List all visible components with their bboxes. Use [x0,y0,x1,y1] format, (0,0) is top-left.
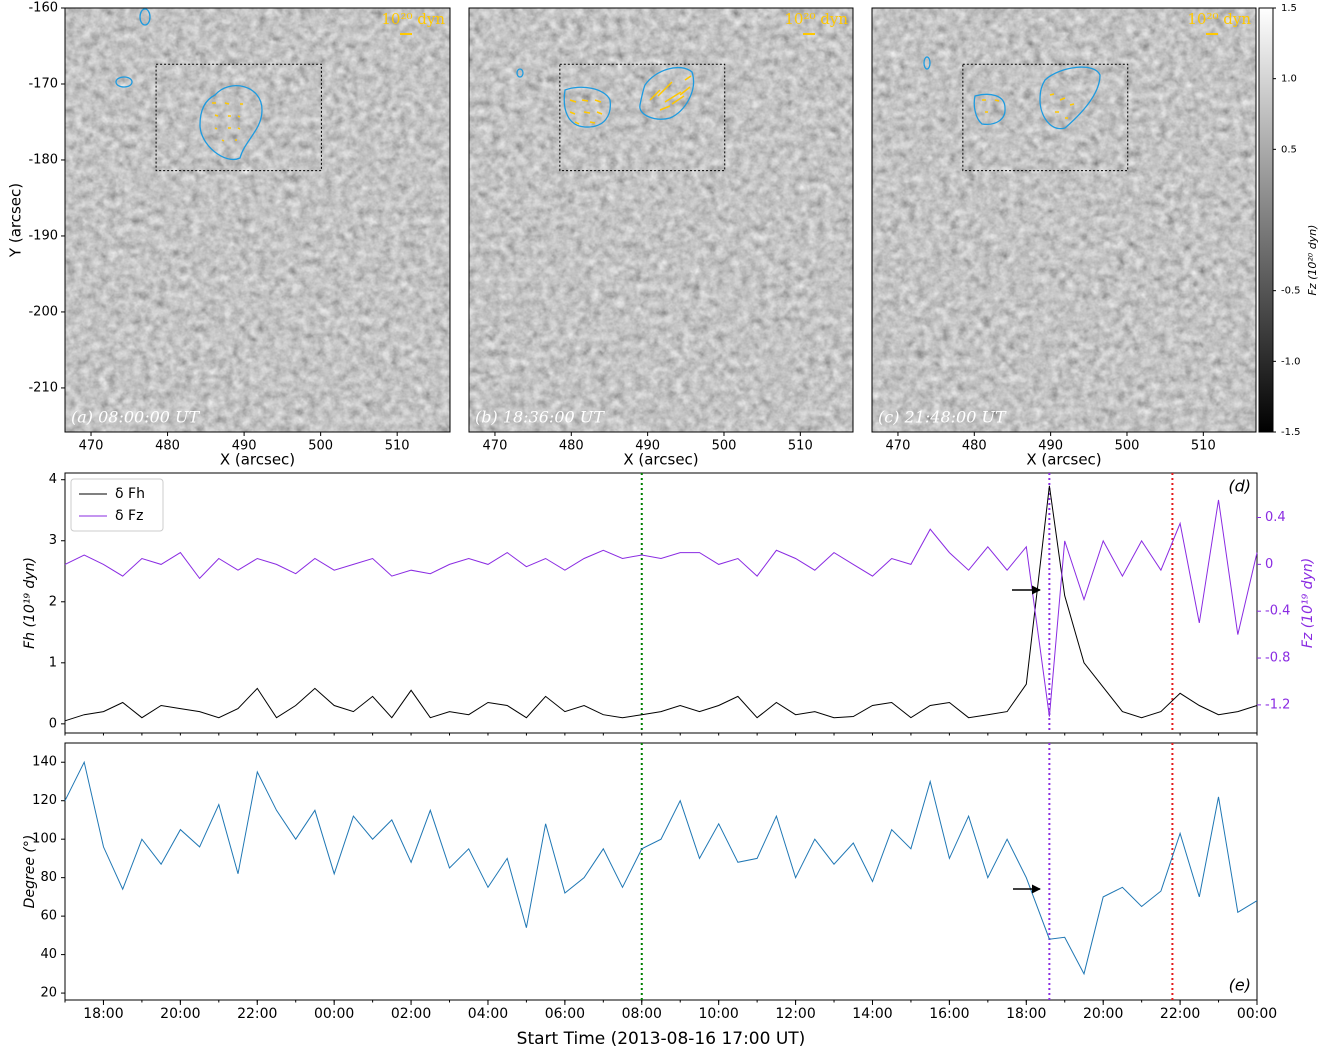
legend-label: δ Fz [115,508,143,524]
colorbar-tick-label: -1.0 [1281,356,1301,367]
x-tick-label: 510 [1191,439,1216,454]
y-tick-label: 0 [49,716,57,731]
x-tick-label: 22:00 [1160,1006,1200,1022]
x-tick-label: 00:00 [314,1006,354,1022]
x-axis-label: Start Time (2013-08-16 17:00 UT) [517,1029,806,1049]
y-tick-label: -190 [28,228,58,243]
y-tick-label: 3 [49,533,57,548]
x-tick-label: 16:00 [929,1006,969,1022]
colorbar-tick-label: 1.0 [1281,74,1297,85]
x-tick-label: 500 [1115,439,1140,454]
y-tick-label: 120 [32,793,57,808]
panel-label: (c) 21:48:00 UT [878,408,1007,427]
scale-label: 10²⁰ dyn [1187,10,1251,28]
panel-tag: (d) [1228,477,1251,496]
series-line [65,486,1257,721]
colorbar-tick-label: 0.5 [1281,144,1297,155]
y-tick-label: -210 [28,380,58,395]
y-tick-label: -170 [28,76,58,91]
frame [65,743,1257,1000]
colorbar [1259,8,1273,432]
y-tick-label: 2 [49,594,57,609]
y-tick-label: 4 [49,472,57,487]
x-tick-label: 02:00 [391,1006,431,1022]
x-tick-label: 20:00 [160,1006,200,1022]
x-tick-label: 08:00 [622,1006,662,1022]
y2-tick-label: -0.4 [1265,604,1290,619]
scale-label: 10²⁰ dyn [784,10,848,28]
colorbar-tick-label: -1.5 [1281,427,1301,438]
scale-label: 10²⁰ dyn [381,10,445,28]
legend-label: δ Fh [115,486,145,502]
x-tick-label: 510 [788,439,813,454]
x-tick-label: 500 [308,439,333,454]
x-tick-label: 04:00 [468,1006,508,1022]
magnetogram [872,8,1256,432]
x-tick-label: 06:00 [545,1006,585,1022]
colorbar-tick-label: 1.5 [1281,3,1297,14]
x-tick-label: 22:00 [237,1006,277,1022]
x-tick-label: 470 [79,439,104,454]
y-tick-label: 80 [40,870,57,885]
y-tick-label: -160 [28,1,58,16]
y-axis-label: Degree (°) [22,835,38,909]
figure: 470480490500510-160-170-180-190-200-210X… [0,0,1338,1054]
x-tick-label: 10:00 [698,1006,738,1022]
x-tick-label: 480 [559,439,584,454]
x-tick-label: 470 [483,439,508,454]
y2-axis-label: Fz (10¹⁹ dyn) [1300,558,1316,648]
y2-tick-label: -0.8 [1265,651,1290,666]
x-tick-label: 18:00 [83,1006,123,1022]
colorbar-tick-label: -0.5 [1281,286,1301,297]
x-axis-label: X (arcsec) [220,451,295,469]
x-tick-label: 00:00 [1237,1006,1277,1022]
x-tick-label: 14:00 [852,1006,892,1022]
panel-label: (a) 08:00:00 UT [71,408,201,427]
x-tick-label: 480 [962,439,987,454]
x-tick-label: 470 [886,439,911,454]
x-tick-label: 500 [712,439,737,454]
magnetogram [65,8,450,432]
series-line [65,762,1257,974]
panel-tag: (e) [1229,976,1251,995]
y-tick-label: 140 [32,755,57,770]
colorbar-label: Fz (10²⁰ dyn) [1306,225,1319,296]
y-tick-label: -180 [28,152,58,167]
y-tick-label: 40 [40,947,57,962]
y2-tick-label: 0.4 [1265,510,1286,525]
y2-tick-label: 0 [1265,557,1273,572]
panel-label: (b) 18:36:00 UT [475,408,605,427]
x-axis-label: X (arcsec) [623,451,698,469]
y-axis-label: Y (arcsec) [7,183,25,258]
x-tick-label: 12:00 [775,1006,815,1022]
frame [65,473,1257,733]
x-tick-label: 480 [155,439,180,454]
x-tick-label: 510 [385,439,410,454]
x-tick-label: 20:00 [1083,1006,1123,1022]
y-tick-label: 1 [49,655,57,670]
x-axis-label: X (arcsec) [1026,451,1101,469]
x-tick-label: 18:00 [1006,1006,1046,1022]
y-tick-label: 60 [40,909,57,924]
y2-tick-label: -1.2 [1265,697,1290,712]
y-tick-label: 20 [40,986,57,1001]
y-tick-label: -200 [28,304,58,319]
series-line [65,500,1257,717]
y-axis-label: Fh (10¹⁹ dyn) [22,557,38,649]
